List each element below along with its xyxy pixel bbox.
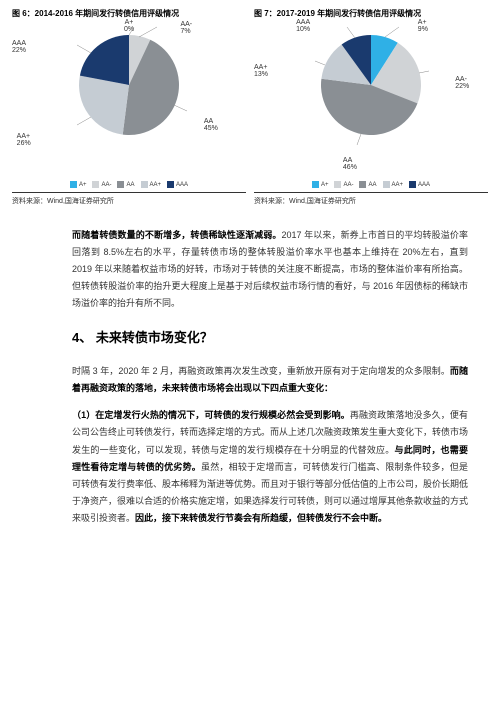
p1-rest: 2017 年以来，新券上市首日的平均转股溢价率回落到 8.5%左右的水平，存量转…: [72, 230, 468, 308]
r-lbl-aaa: AAA10%: [296, 19, 310, 33]
section-heading: 4、 未来转债市场变化？: [72, 326, 468, 351]
p1-bold: 而随着转债数量的不断增多，转债稀缺性逐渐减弱。: [72, 230, 282, 240]
source-right: 资料来源：Wind,国海证券研究所: [254, 192, 488, 209]
p2-a: 时隔 3 年，2020 年 2 月，再融资政策再次发生改变，重新放开原有对于定向…: [72, 366, 450, 376]
chart-left: 图 6：2014-2016 年期间发行转债信用评级情况: [12, 8, 246, 209]
r-lbl-aaplus: AA+13%: [254, 64, 268, 78]
pie-left-wrap: A+0% AA-7% AA45% AA+26% AAA22%: [12, 25, 246, 175]
body-content: 而随着转债数量的不断增多，转债稀缺性逐渐减弱。2017 年以来，新券上市首日的平…: [0, 213, 500, 549]
para-2: 时隔 3 年，2020 年 2 月，再融资政策再次发生改变，重新放开原有对于定向…: [72, 363, 468, 397]
pie-right: [311, 25, 431, 145]
para-3: （1）在定增发行火热的情况下，可转债的发行规模必然会受到影响。再融资政策落地没多…: [72, 407, 468, 527]
chart-left-title: 图 6：2014-2016 年期间发行转债信用评级情况: [12, 8, 246, 19]
lg-r-aa: AA: [359, 181, 376, 188]
p3-bold1: （1）在定增发行火热的情况下，可转债的发行规模必然会受到影响。: [72, 410, 350, 420]
lg-r-aaa: AAA: [409, 181, 430, 188]
l-lbl-aaa: AAA22%: [12, 40, 26, 54]
r-lbl-aa: AA46%: [343, 157, 357, 171]
r-lbl-aplus: A+9%: [418, 19, 428, 33]
p3-bold3: 因此，接下来转债发行节奏会有所趋缓，但转债发行不会中断。: [135, 513, 387, 523]
lg-l-aa: AA: [117, 181, 134, 188]
l-lbl-aaminus: AA-7%: [180, 21, 192, 35]
chart-right-title: 图 7：2017-2019 年期间发行转债信用评级情况: [254, 8, 488, 19]
l-lbl-aaplus: AA+26%: [17, 133, 31, 147]
lg-r-aaplus: AA+: [383, 181, 404, 188]
pie-right-wrap: A+9% AA-22% AA46% AA+13% AAA10%: [254, 25, 488, 175]
lg-l-aplus: A+: [70, 181, 87, 188]
lg-l-aaa: AAA: [167, 181, 188, 188]
source-left: 资料来源：Wind,国海证券研究所: [12, 192, 246, 209]
pie-left-final: [69, 25, 189, 145]
legend-left: A+ AA- AA AA+ AAA: [12, 181, 246, 188]
r-lbl-aaminus: AA-22%: [455, 76, 469, 90]
l-lbl-aplus: A+0%: [124, 19, 134, 33]
para-1: 而随着转债数量的不断增多，转债稀缺性逐渐减弱。2017 年以来，新券上市首日的平…: [72, 227, 468, 312]
charts-row: 图 6：2014-2016 年期间发行转债信用评级情况: [0, 0, 500, 213]
legend-right: A+ AA- AA AA+ AAA: [254, 181, 488, 188]
l-lbl-aa: AA45%: [204, 118, 218, 132]
lg-r-aplus: A+: [312, 181, 329, 188]
lg-l-aaplus: AA+: [141, 181, 162, 188]
lg-l-aaminus: AA-: [92, 181, 111, 188]
chart-right: 图 7：2017-2019 年期间发行转债信用评级情况: [254, 8, 488, 209]
lg-r-aaminus: AA-: [334, 181, 353, 188]
l-aaplus: [79, 76, 129, 135]
